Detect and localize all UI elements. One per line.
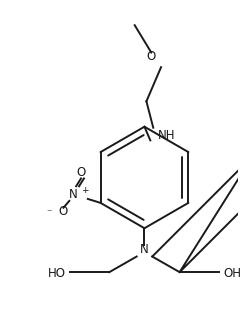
Text: ⁻: ⁻ bbox=[46, 209, 52, 219]
Text: HO: HO bbox=[47, 267, 65, 280]
Text: +: + bbox=[81, 186, 89, 195]
Text: N: N bbox=[140, 243, 149, 256]
Text: O: O bbox=[59, 205, 68, 218]
Text: O: O bbox=[147, 50, 156, 63]
Text: NH: NH bbox=[158, 129, 176, 142]
Text: O: O bbox=[76, 166, 86, 179]
Text: N: N bbox=[69, 188, 78, 201]
Text: OH: OH bbox=[224, 267, 242, 280]
